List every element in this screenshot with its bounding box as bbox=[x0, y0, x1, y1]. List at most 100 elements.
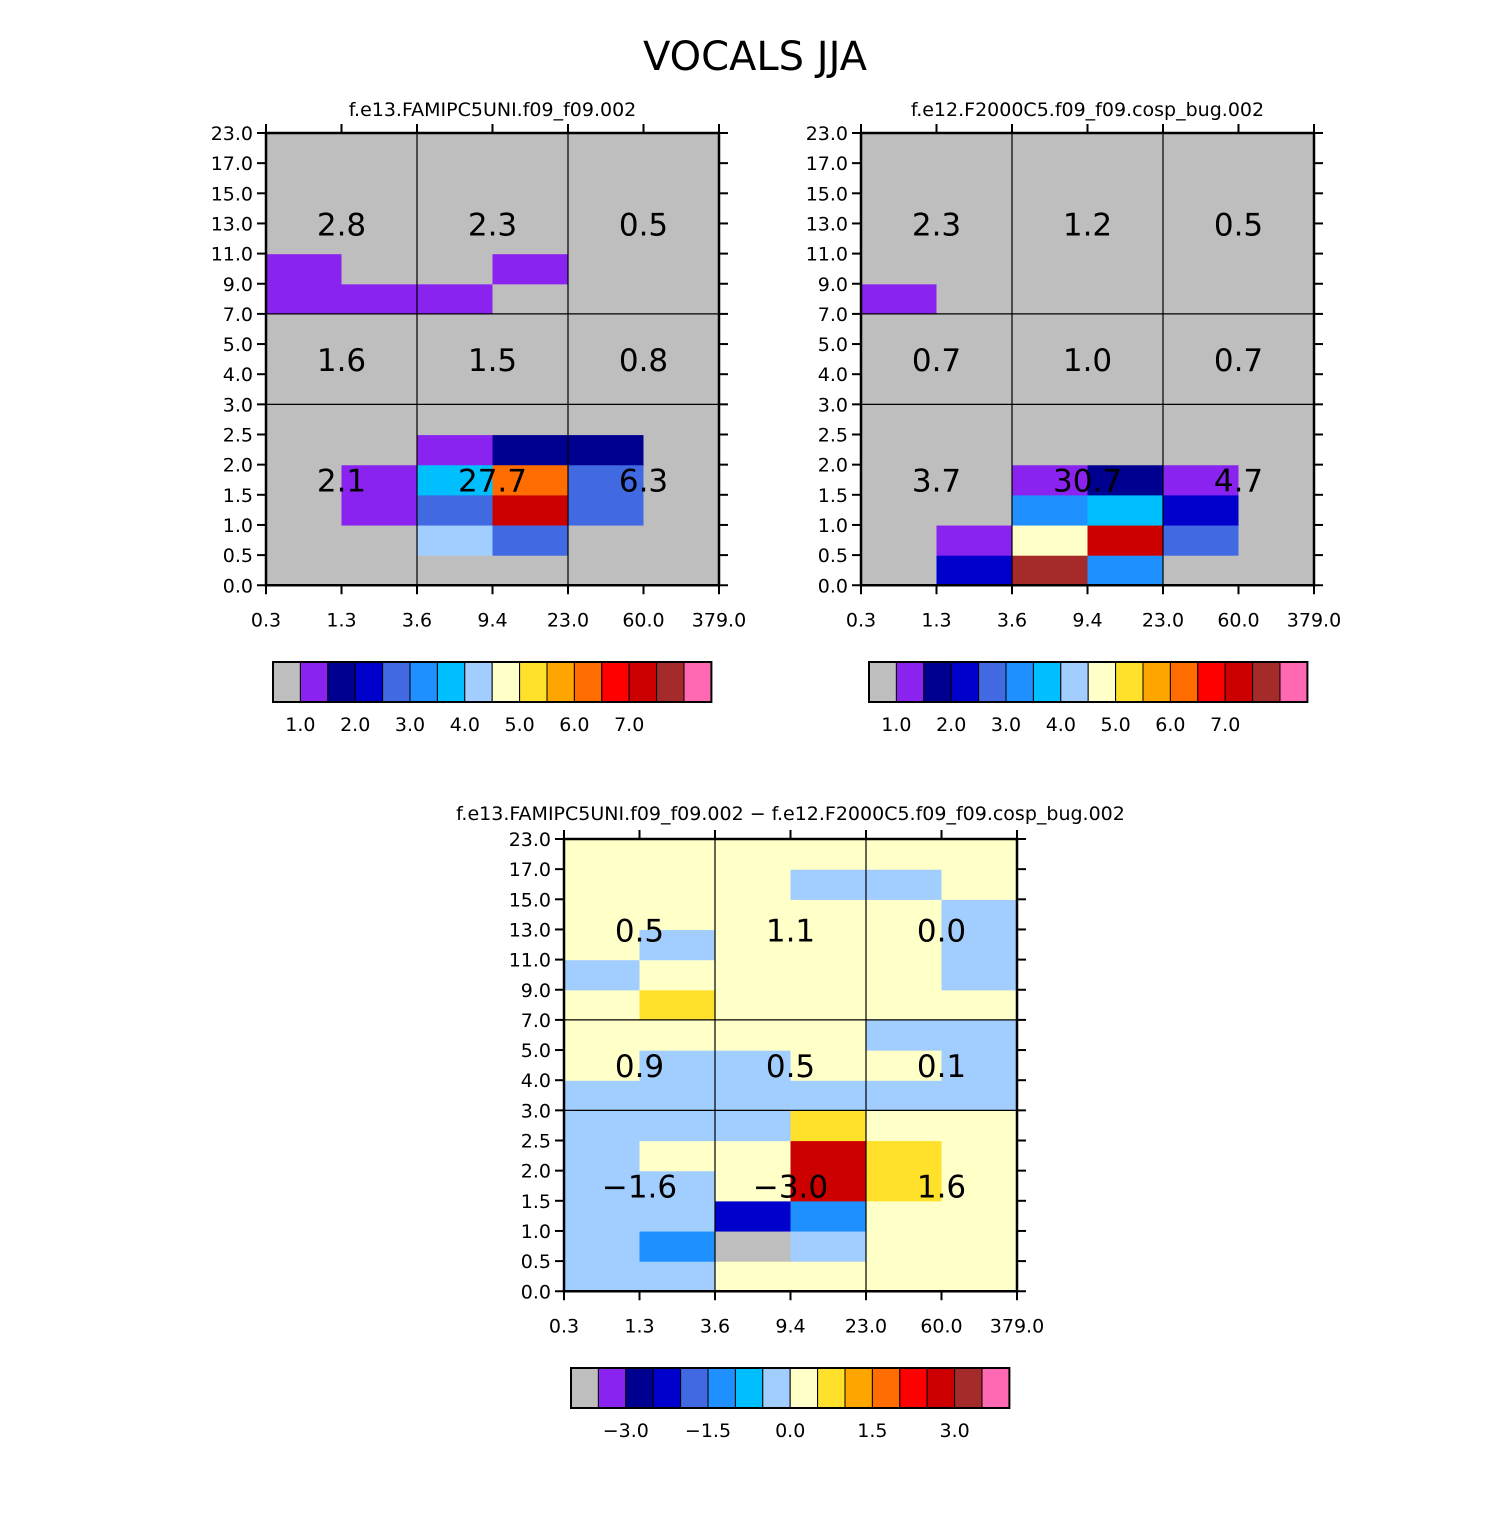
colorbar-box bbox=[625, 1367, 654, 1409]
y-tick-label: 17.0 bbox=[806, 153, 848, 175]
colorbar-label: 4.0 bbox=[1046, 714, 1076, 736]
heatmap-cell bbox=[341, 313, 418, 345]
group-value-label: 0.9 bbox=[615, 1049, 664, 1085]
heatmap-cell bbox=[564, 1170, 641, 1202]
heatmap-cell bbox=[417, 494, 494, 526]
heatmap-cell bbox=[1087, 283, 1164, 315]
colorbar-box bbox=[1197, 661, 1226, 703]
colorbar-frame bbox=[570, 1367, 1011, 1409]
heatmap-cell bbox=[715, 869, 792, 900]
heatmap-cell bbox=[861, 253, 938, 285]
x-tick-label: 60.0 bbox=[1217, 609, 1259, 631]
colorbar-box bbox=[981, 1367, 1010, 1409]
group-value-label: 0.7 bbox=[1214, 343, 1263, 379]
heatmap-cell bbox=[492, 193, 569, 225]
heatmap-cell bbox=[643, 434, 720, 466]
x-tick-label: 23.0 bbox=[1142, 609, 1184, 631]
heatmap-cell bbox=[341, 344, 418, 375]
heatmap-cell bbox=[1238, 434, 1315, 466]
heatmap-panel: f.e13.FAMIPC5UNI.f09_f09.002 − f.e12.F20… bbox=[456, 803, 1125, 1442]
heatmap-cell bbox=[417, 193, 494, 225]
heatmap-cell bbox=[866, 1140, 943, 1172]
heatmap-cell bbox=[1163, 313, 1240, 345]
heatmap-cell bbox=[564, 1019, 641, 1051]
y-tick-label: 0.5 bbox=[818, 545, 848, 567]
heatmap-cell bbox=[936, 283, 1013, 315]
heatmap-cell bbox=[1087, 223, 1164, 255]
y-tick-label: 0.5 bbox=[223, 545, 253, 567]
heatmap-cell bbox=[1012, 434, 1089, 466]
heatmap-cell bbox=[1163, 524, 1240, 556]
heatmap-cell bbox=[1238, 283, 1315, 315]
colorbar-box bbox=[1032, 661, 1062, 703]
colorbar-box bbox=[895, 661, 925, 703]
heatmap-cell bbox=[492, 283, 569, 315]
y-tick-label: 23.0 bbox=[509, 829, 551, 851]
heatmap-cell bbox=[643, 344, 720, 375]
y-tick-label: 2.5 bbox=[223, 425, 253, 447]
heatmap-cell bbox=[790, 1170, 867, 1202]
heatmap-cell bbox=[643, 193, 720, 225]
heatmap-cell bbox=[417, 404, 494, 436]
heatmap-cell bbox=[790, 1230, 867, 1262]
heatmap-cell bbox=[639, 1170, 716, 1202]
heatmap-cell bbox=[639, 1140, 716, 1172]
group-value-label: 3.7 bbox=[912, 464, 961, 500]
heatmap-cell bbox=[568, 344, 645, 375]
group-value-label: 1.0 bbox=[1063, 343, 1112, 379]
heatmap-cell bbox=[1012, 163, 1089, 194]
colorbar-box bbox=[436, 661, 466, 703]
x-tick-label: 379.0 bbox=[1287, 609, 1341, 631]
heatmap-cell bbox=[1087, 313, 1164, 345]
colorbar-box bbox=[1087, 661, 1117, 703]
heatmap-cell bbox=[936, 404, 1013, 436]
colorbar-box bbox=[1169, 661, 1199, 703]
colorbar-box bbox=[680, 1367, 709, 1409]
heatmap-cell bbox=[568, 555, 645, 586]
heatmap-cell bbox=[790, 839, 867, 870]
heatmap-cell bbox=[861, 555, 938, 586]
heatmap-cell bbox=[861, 464, 938, 496]
heatmap-cell bbox=[492, 404, 569, 436]
heatmap-cell bbox=[1087, 555, 1164, 586]
heatmap-cell bbox=[1087, 404, 1164, 436]
heatmap-cell bbox=[639, 1080, 716, 1111]
heatmap-cell bbox=[866, 839, 943, 870]
heatmap-cell bbox=[266, 524, 343, 556]
panel-title: f.e12.F2000C5.f09_f09.cosp_bug.002 bbox=[911, 99, 1264, 121]
group-value-label: 0.7 bbox=[912, 343, 961, 379]
heatmap-cell bbox=[341, 524, 418, 556]
colorbar-box bbox=[382, 661, 411, 703]
heatmap-cell bbox=[866, 1110, 943, 1142]
y-tick-label: 4.0 bbox=[223, 364, 253, 386]
heatmap-cell bbox=[492, 223, 569, 255]
x-tick-label: 60.0 bbox=[622, 609, 664, 631]
heatmap-cell bbox=[715, 1261, 792, 1292]
x-tick-label: 379.0 bbox=[692, 609, 746, 631]
colorbar-label: 7.0 bbox=[614, 714, 644, 736]
colorbar-box bbox=[899, 1367, 928, 1409]
heatmap-cell bbox=[492, 313, 569, 345]
group-value-label: 0.5 bbox=[766, 1049, 815, 1085]
heatmap-cell bbox=[568, 524, 645, 556]
heatmap-cell bbox=[639, 929, 716, 961]
y-tick-label: 13.0 bbox=[806, 213, 848, 235]
heatmap-cell bbox=[866, 1019, 943, 1051]
colorbar-label: 2.0 bbox=[936, 714, 966, 736]
heatmap-cell bbox=[790, 959, 867, 991]
heatmap-cell bbox=[568, 283, 645, 315]
heatmap-cell bbox=[861, 404, 938, 436]
colorbar-box bbox=[601, 661, 630, 703]
group-value-label: 2.1 bbox=[317, 464, 366, 500]
colorbar-box bbox=[950, 661, 980, 703]
heatmap-cell bbox=[639, 839, 716, 870]
heatmap-cell bbox=[1087, 344, 1164, 375]
colorbar-label: 5.0 bbox=[1100, 714, 1130, 736]
heatmap-cell bbox=[492, 133, 569, 164]
heatmap-cell bbox=[341, 464, 418, 496]
heatmap-cell bbox=[790, 989, 867, 1021]
y-tick-label: 2.5 bbox=[521, 1131, 551, 1153]
colorbar-box bbox=[628, 661, 658, 703]
heatmap-cell bbox=[861, 434, 938, 466]
